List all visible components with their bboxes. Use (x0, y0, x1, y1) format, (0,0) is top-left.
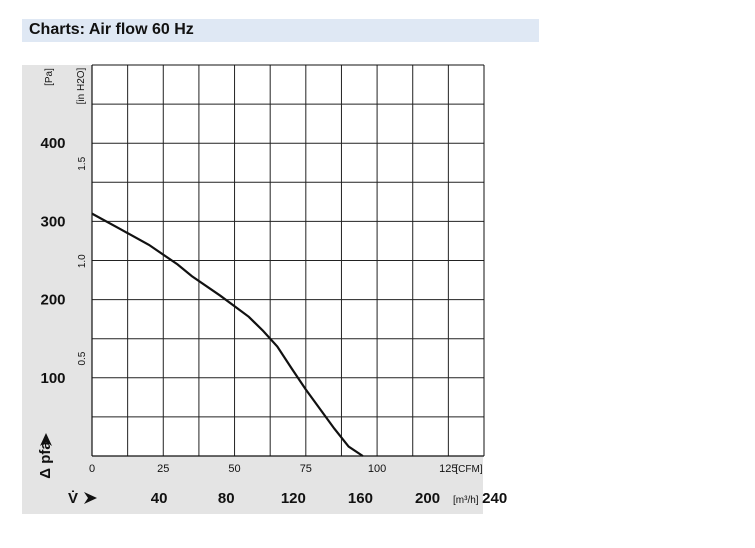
axis-lines (91, 64, 485, 457)
x-tick-label-m3h: 80 (218, 490, 235, 507)
x-axis-label-flow: V̇ (68, 490, 78, 507)
x-tick-label-cfm: 50 (228, 463, 240, 475)
y-unit-label-pa: [Pa] (44, 68, 55, 86)
y-unit-label-inh2o: [in H2O] (76, 67, 87, 104)
y-axis-arrow-icon (40, 433, 52, 446)
x-tick-label-m3h: 40 (151, 490, 168, 507)
grid-lines (92, 65, 484, 456)
chart-header-bar: Charts: Air flow 60 Hz (22, 19, 539, 42)
x-tick-label-cfm: 75 (300, 463, 312, 475)
y-tick-label-inh2o: 1.0 (77, 254, 88, 268)
x-tick-label-cfm: 100 (368, 463, 386, 475)
x-tick-label-cfm: 25 (157, 463, 169, 475)
y-axis-label-pressure: Δ pfa (37, 441, 54, 479)
series-line-airflow (91, 212, 364, 457)
chart-header-title: Charts: Air flow 60 Hz (29, 21, 194, 38)
x-tick-label-m3h: 200 (415, 490, 440, 507)
x-unit-label-m3h: [m³/h] (453, 495, 479, 506)
x-tick-label-cfm: 125 (439, 463, 457, 475)
axis-labels: 0 25 50 75 100 125[CFM] 40 80 120 160 200 240[m³/h]… (37, 67, 507, 507)
x-unit-label-cfm: [CFM] (455, 464, 482, 475)
x-tick-label-m3h: 120 (281, 490, 306, 507)
x-axis-arrow-icon (84, 492, 97, 504)
y-tick-label-pa: 200 (40, 292, 65, 309)
y-tick-label-inh2o: 1.5 (77, 156, 88, 170)
y-tick-label-pa: 400 (40, 135, 65, 152)
x-tick-label-m3h: 160 (348, 490, 373, 507)
y-tick-label-inh2o: 0.5 (77, 351, 88, 365)
y-tick-label-pa: 100 (40, 370, 65, 387)
x-tick-label-cfm: 0 (89, 463, 95, 475)
y-tick-label-pa: 300 (40, 213, 65, 230)
x-tick-label-m3h: 240 (482, 490, 507, 507)
